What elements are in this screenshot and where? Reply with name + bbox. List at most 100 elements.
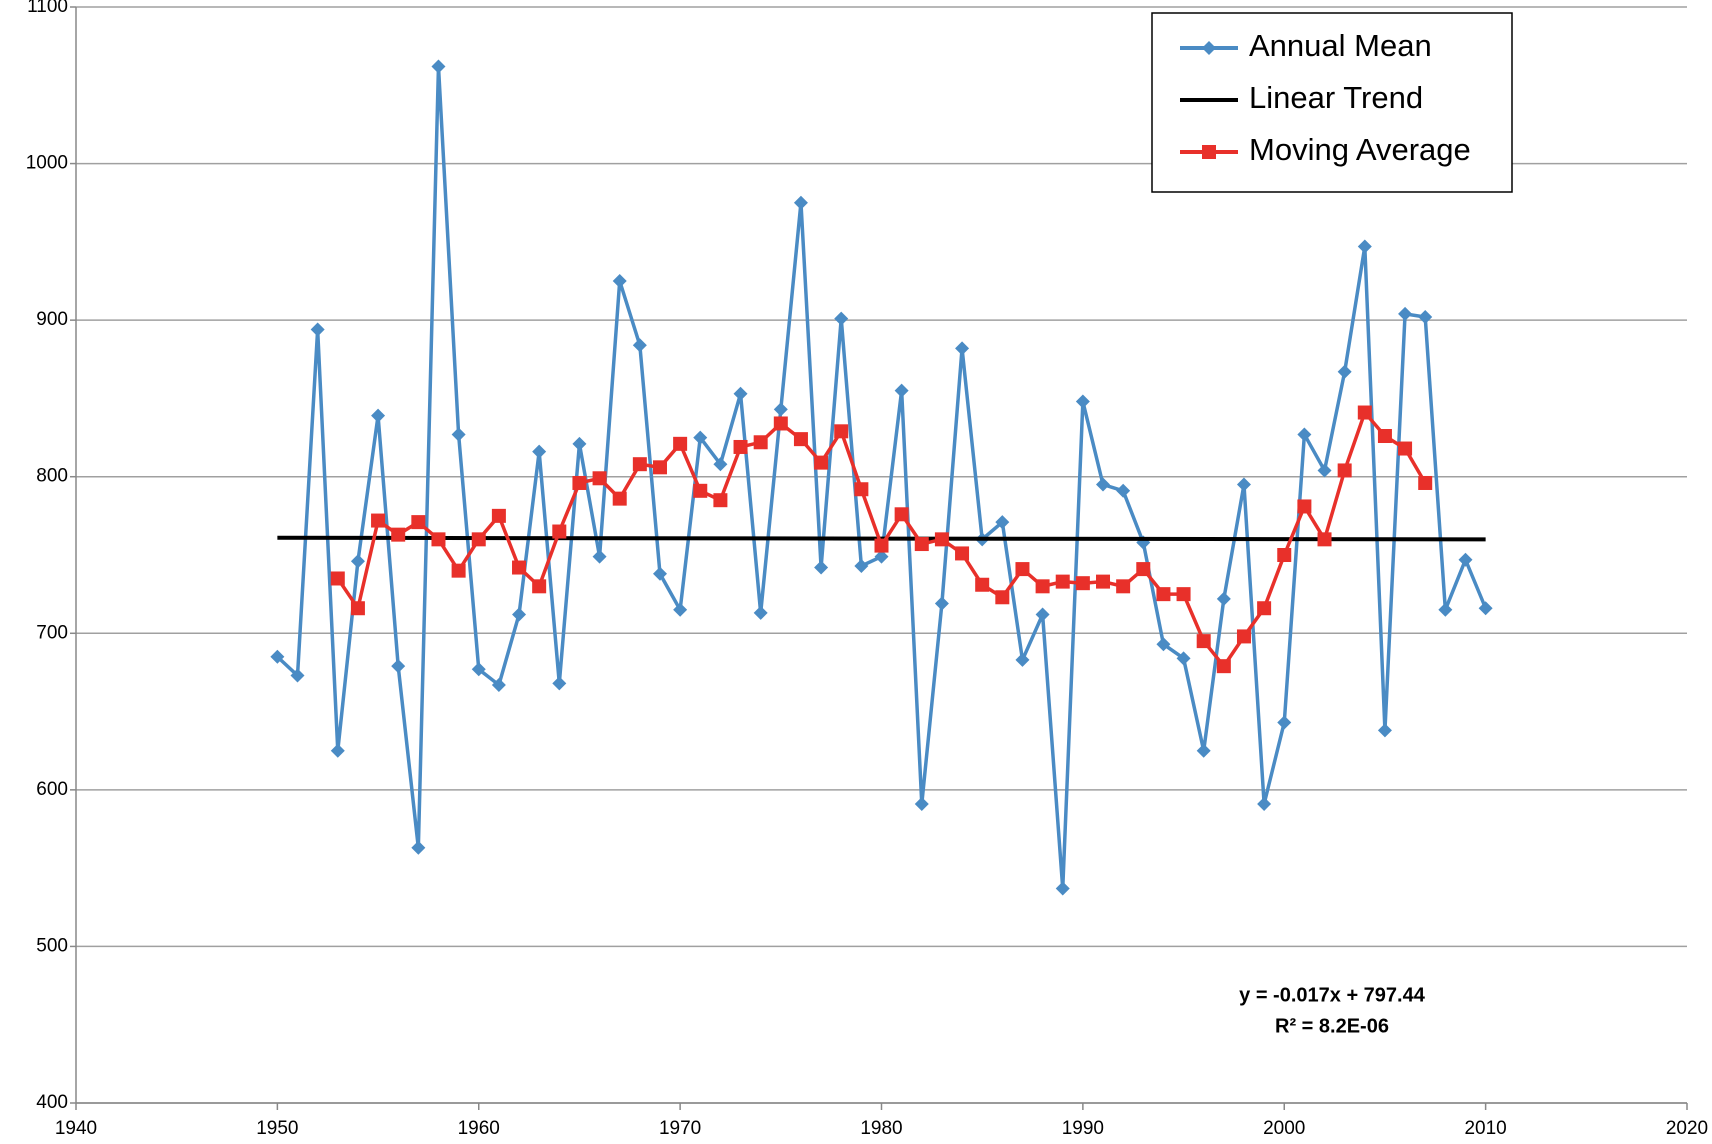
legend-label: Moving Average <box>1249 132 1471 167</box>
square-marker <box>330 571 345 586</box>
diamond-marker <box>471 662 486 677</box>
square-marker <box>1015 562 1030 577</box>
square-marker <box>1317 532 1332 547</box>
diamond-marker <box>1156 637 1171 652</box>
diamond-marker <box>532 444 547 459</box>
diamond-marker <box>572 436 587 451</box>
square-marker <box>713 493 728 508</box>
square-marker <box>673 436 688 451</box>
x-tick-label: 1980 <box>860 1118 902 1139</box>
grid <box>76 6 1687 1104</box>
square-marker <box>793 432 808 447</box>
diamond-marker <box>391 659 406 674</box>
x-tick-label: 1990 <box>1062 1118 1104 1139</box>
diamond-marker <box>1216 591 1231 606</box>
square-marker <box>733 439 748 454</box>
diamond-marker <box>1096 477 1111 492</box>
diamond-marker <box>1357 239 1372 254</box>
x-tick-label: 2010 <box>1464 1118 1506 1139</box>
square-marker <box>1216 659 1231 674</box>
diamond-marker <box>632 338 647 353</box>
square-marker <box>834 424 849 439</box>
diamond-marker <box>793 195 808 210</box>
square-marker <box>371 513 386 528</box>
square-marker <box>1257 601 1272 616</box>
diamond-marker <box>512 607 527 622</box>
square-marker <box>1297 499 1312 514</box>
legend: Annual Mean Linear Trend Moving Average <box>1151 12 1513 193</box>
diamond-marker <box>350 554 365 569</box>
diamond-marker <box>914 796 929 811</box>
square-marker <box>532 579 547 594</box>
square-marker <box>1377 429 1392 444</box>
diamond-marker <box>431 59 446 74</box>
r-squared: R² = 8.2E-06 <box>1275 1015 1389 1037</box>
diamond-marker <box>330 743 345 758</box>
square-marker <box>512 560 527 575</box>
diamond-marker <box>934 596 949 611</box>
square-marker <box>391 527 406 542</box>
legend-label: Annual Mean <box>1249 28 1432 63</box>
square-marker <box>1055 574 1070 589</box>
square-marker <box>491 508 506 523</box>
diamond-marker <box>1055 881 1070 896</box>
x-tick-label: 1950 <box>256 1118 298 1139</box>
diamond-marker <box>451 427 466 442</box>
y-tick-label: 900 <box>36 309 68 330</box>
diamond-marker <box>491 677 506 692</box>
square-marker <box>552 524 567 539</box>
square-marker <box>632 457 647 472</box>
square-marker <box>1398 441 1413 456</box>
diamond-marker <box>1202 41 1216 55</box>
square-marker <box>1196 634 1211 649</box>
square-marker <box>572 475 587 490</box>
square-marker <box>612 491 627 506</box>
diamond-marker <box>1257 796 1272 811</box>
square-marker <box>652 460 667 475</box>
diamond-marker <box>713 457 728 472</box>
diamond-marker <box>1075 394 1090 409</box>
square-marker <box>995 590 1010 605</box>
diamond-marker <box>270 649 285 664</box>
diamond-marker <box>612 274 627 288</box>
diamond-marker <box>1478 601 1493 616</box>
square-marker <box>1096 574 1111 589</box>
diamond-marker <box>592 549 607 564</box>
diamond-marker <box>874 549 889 564</box>
square-marker <box>451 563 466 578</box>
diamond-marker <box>693 430 708 445</box>
square-marker <box>1337 463 1352 478</box>
y-tick-label: 800 <box>36 466 68 487</box>
square-marker <box>431 532 446 547</box>
square-marker <box>1156 587 1171 602</box>
diamond-marker <box>1418 310 1433 325</box>
square-marker <box>592 471 607 486</box>
x-tick-label: 1960 <box>458 1118 500 1139</box>
square-marker <box>1035 579 1050 594</box>
diamond-marker <box>1398 306 1413 321</box>
diamond-marker <box>854 558 869 573</box>
square-marker <box>934 532 949 547</box>
square-marker <box>914 537 929 552</box>
y-tick-label: 1100 <box>27 0 68 17</box>
y-tick-label: 500 <box>36 935 68 956</box>
diamond-marker <box>753 605 768 620</box>
x-tick-label: 1940 <box>55 1118 97 1139</box>
square-marker <box>1418 475 1433 490</box>
diamond-marker <box>1277 715 1292 730</box>
diamond-marker <box>371 408 386 423</box>
square-marker <box>1277 548 1292 562</box>
diamond-marker <box>1015 652 1030 667</box>
square-marker <box>411 515 426 530</box>
diamond-marker <box>411 840 426 855</box>
square-marker <box>955 546 970 561</box>
square-marker <box>471 532 486 547</box>
legend-label: Linear Trend <box>1249 80 1423 115</box>
square-marker <box>1116 579 1131 594</box>
square-marker <box>854 482 869 497</box>
square-marker <box>1176 587 1191 602</box>
x-tick-label: 2000 <box>1263 1118 1305 1139</box>
diamond-marker <box>773 402 788 417</box>
square-marker <box>874 538 889 553</box>
